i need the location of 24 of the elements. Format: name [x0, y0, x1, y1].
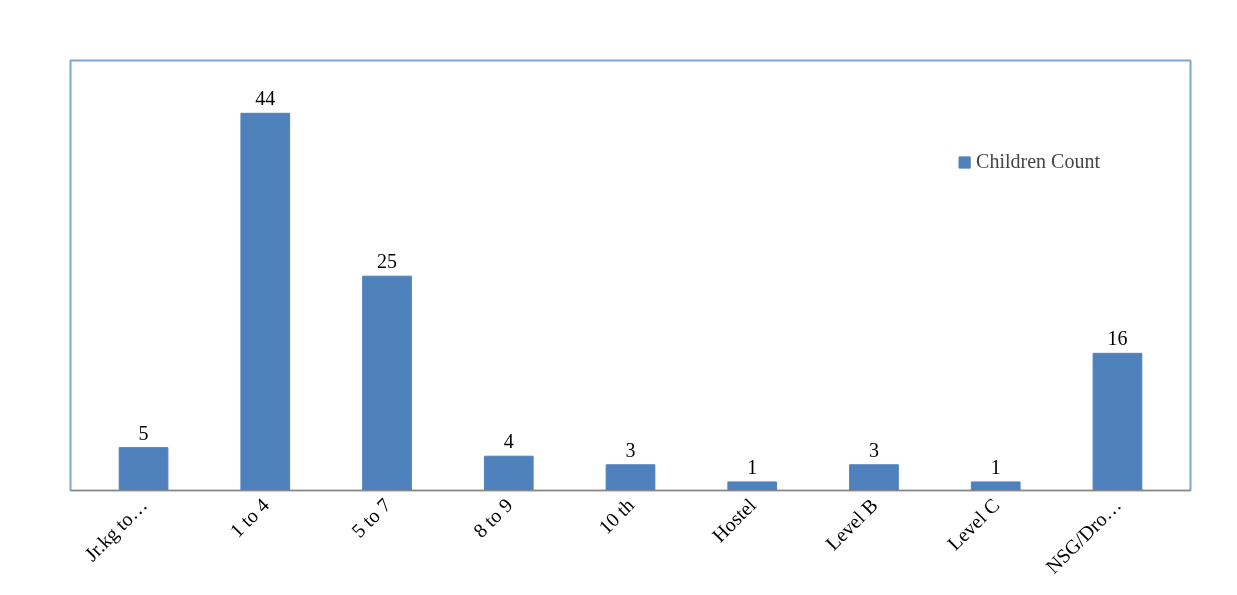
- bar: [362, 275, 412, 491]
- data-label: 5: [138, 421, 149, 444]
- data-label: 25: [377, 250, 398, 273]
- bar: [483, 455, 534, 491]
- legend-label: Children Count: [976, 150, 1100, 173]
- data-label: 1: [747, 455, 758, 478]
- data-label: 3: [868, 438, 879, 461]
- x-tick-label: 5 to 7: [347, 493, 395, 542]
- data-label: 16: [1107, 327, 1128, 350]
- x-tick-label: Jr.kg to…: [79, 493, 153, 566]
- bar: [605, 464, 656, 491]
- data-label: 4: [503, 430, 514, 453]
- bar: [118, 447, 169, 491]
- bar: [849, 464, 899, 491]
- x-tick-label: 10 th: [594, 493, 639, 538]
- bar: [1092, 352, 1143, 491]
- x-tick-label: 8 to 9: [468, 493, 517, 542]
- bar: [970, 481, 1021, 491]
- bar: [727, 481, 778, 491]
- data-label: 44: [255, 87, 276, 110]
- bar: [240, 112, 291, 491]
- x-tick-label: 1 to 4: [225, 493, 274, 542]
- data-label: 1: [990, 455, 1001, 478]
- data-label: 3: [625, 438, 636, 461]
